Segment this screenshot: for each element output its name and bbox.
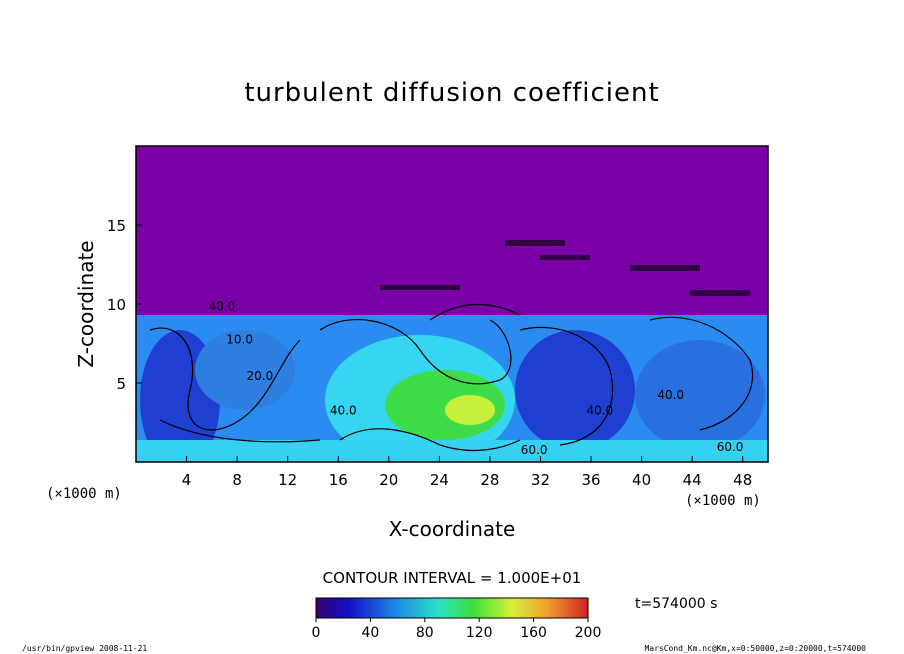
contour-label: 60.0 <box>521 443 548 457</box>
x-axis-label: X-coordinate <box>389 517 516 541</box>
turbulent-patches <box>380 240 750 296</box>
x-tick-label: 16 <box>329 471 348 489</box>
x-tick-label: 28 <box>480 471 499 489</box>
chart-title: turbulent diffusion coefficient <box>244 78 659 108</box>
x-tick-label: 12 <box>278 471 297 489</box>
x-tick-label: 48 <box>733 471 752 489</box>
time-label: t=574000 s <box>635 596 717 612</box>
colorbar <box>315 597 589 619</box>
z-tick-label: 5 <box>116 375 126 393</box>
footer-left: /usr/bin/gpview 2008-11-21 <box>22 644 147 653</box>
contour-label: 20.0 <box>247 369 274 383</box>
plot-area: 40.0 10.0 20.0 40.0 60.0 40.0 40.0 60.0 <box>136 146 768 462</box>
eddy-5 <box>635 340 765 450</box>
contour-interval-text: CONTOUR INTERVAL = 1.000E+01 <box>323 569 582 587</box>
footer-right: MarsCond_Km.nc@Km,x=0:50000,z=0:20000,t=… <box>644 644 866 653</box>
z-axis: 5 10 15 <box>107 217 142 393</box>
x-tick-label: 44 <box>683 471 702 489</box>
x-unit-right: (×1000 m) <box>685 493 761 509</box>
colorbar-tick-label: 80 <box>416 625 434 641</box>
bottom-layer <box>136 440 768 462</box>
contour-label: 40.0 <box>330 404 357 418</box>
colorbar-tick-label: 200 <box>575 625 602 641</box>
colorbar-tick-label: 120 <box>466 625 493 641</box>
contour-label: 40.0 <box>657 388 684 402</box>
contour-label: 40.0 <box>209 299 236 313</box>
z-tick-label: 10 <box>107 296 126 314</box>
contour-lines <box>149 303 754 452</box>
contour-label: 60.0 <box>717 440 744 454</box>
colorbar-tick-label: 0 <box>312 625 321 641</box>
x-tick-label: 4 <box>182 471 192 489</box>
y-axis-label: Z-coordinate <box>74 240 98 367</box>
contour-label: 10.0 <box>226 333 253 347</box>
contour-label: 40.0 <box>587 404 614 418</box>
eddy-4 <box>515 330 635 450</box>
eddy-3-peak <box>445 395 495 425</box>
x-unit-left: (×1000 m) <box>46 486 122 502</box>
colorbar-tick-label: 40 <box>361 625 379 641</box>
x-axis: 4 8 12 16 20 24 28 32 36 40 44 48 <box>182 456 752 489</box>
upper-layer-edge <box>136 288 768 315</box>
x-tick-label: 8 <box>232 471 242 489</box>
contour-labels: 40.0 10.0 20.0 40.0 60.0 40.0 40.0 60.0 <box>209 299 744 457</box>
colorbar-ticks: 0 40 80 120 160 200 <box>312 618 602 641</box>
x-tick-label: 24 <box>430 471 449 489</box>
x-tick-label: 20 <box>379 471 398 489</box>
upper-layer <box>136 146 768 312</box>
z-tick-label: 15 <box>107 217 126 235</box>
colorbar-tick-label: 160 <box>520 625 547 641</box>
x-tick-label: 36 <box>581 471 600 489</box>
x-tick-label: 40 <box>632 471 651 489</box>
x-tick-label: 32 <box>531 471 550 489</box>
eddy-2 <box>195 330 295 410</box>
